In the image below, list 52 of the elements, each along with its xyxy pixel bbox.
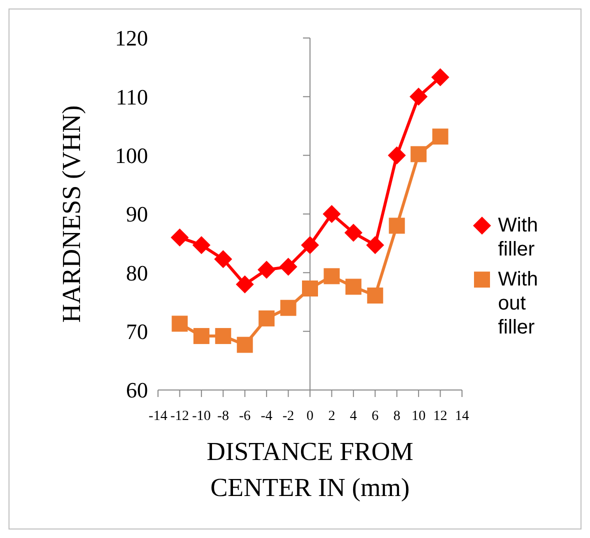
y-tick-label: 100 xyxy=(115,143,148,168)
point xyxy=(324,268,340,284)
point xyxy=(302,280,318,297)
x-tick-label: -6 xyxy=(239,409,251,424)
x-tick-label: 2 xyxy=(328,409,336,424)
x-tick-label: 8 xyxy=(393,409,400,424)
point xyxy=(280,300,296,316)
point xyxy=(214,250,232,268)
point xyxy=(279,258,298,276)
x-tick-label: -12 xyxy=(170,409,190,424)
x-tick-label: -10 xyxy=(192,409,211,424)
point xyxy=(345,278,362,295)
point xyxy=(172,316,188,332)
point xyxy=(388,146,406,164)
point xyxy=(367,288,384,304)
y-axis-title: HARDNESS (VHN) xyxy=(57,105,86,323)
y-tick-label: 80 xyxy=(126,260,148,286)
point xyxy=(301,236,319,254)
x-tick-label: 4 xyxy=(350,409,357,424)
x-tick-label: -4 xyxy=(260,409,272,424)
point xyxy=(410,88,428,106)
x-tick-label: 12 xyxy=(433,409,448,424)
x-tick-label: 6 xyxy=(372,409,379,424)
y-tick-label: 110 xyxy=(116,84,148,110)
point xyxy=(388,218,405,234)
y-tick-label: 60 xyxy=(126,378,148,403)
legend-label: With filler xyxy=(498,214,538,261)
legend-label: With out filler xyxy=(498,268,538,339)
point xyxy=(410,146,427,162)
x-tick-label: 10 xyxy=(412,409,426,424)
x-tick-label: 14 xyxy=(455,409,469,424)
point xyxy=(170,228,189,246)
point xyxy=(431,68,450,86)
y-tick-label: 120 xyxy=(115,26,148,51)
point xyxy=(344,224,362,242)
x-tick-label: -8 xyxy=(217,409,229,424)
y-tick-label: 70 xyxy=(126,319,148,344)
point xyxy=(236,275,254,294)
point xyxy=(432,128,448,145)
x-tick-label: -2 xyxy=(282,409,294,424)
point xyxy=(322,205,341,223)
point xyxy=(192,236,210,254)
point xyxy=(258,260,276,279)
point xyxy=(258,310,275,326)
point xyxy=(236,336,253,353)
point xyxy=(366,236,384,254)
point xyxy=(215,328,232,344)
y-tick-label: 90 xyxy=(126,202,148,227)
x-axis-title: DISTANCE FROM CENTER IN (mm) xyxy=(206,437,414,502)
point xyxy=(193,328,210,344)
x-tick-label: 0 xyxy=(306,409,314,424)
x-tick-label: -14 xyxy=(148,409,168,424)
